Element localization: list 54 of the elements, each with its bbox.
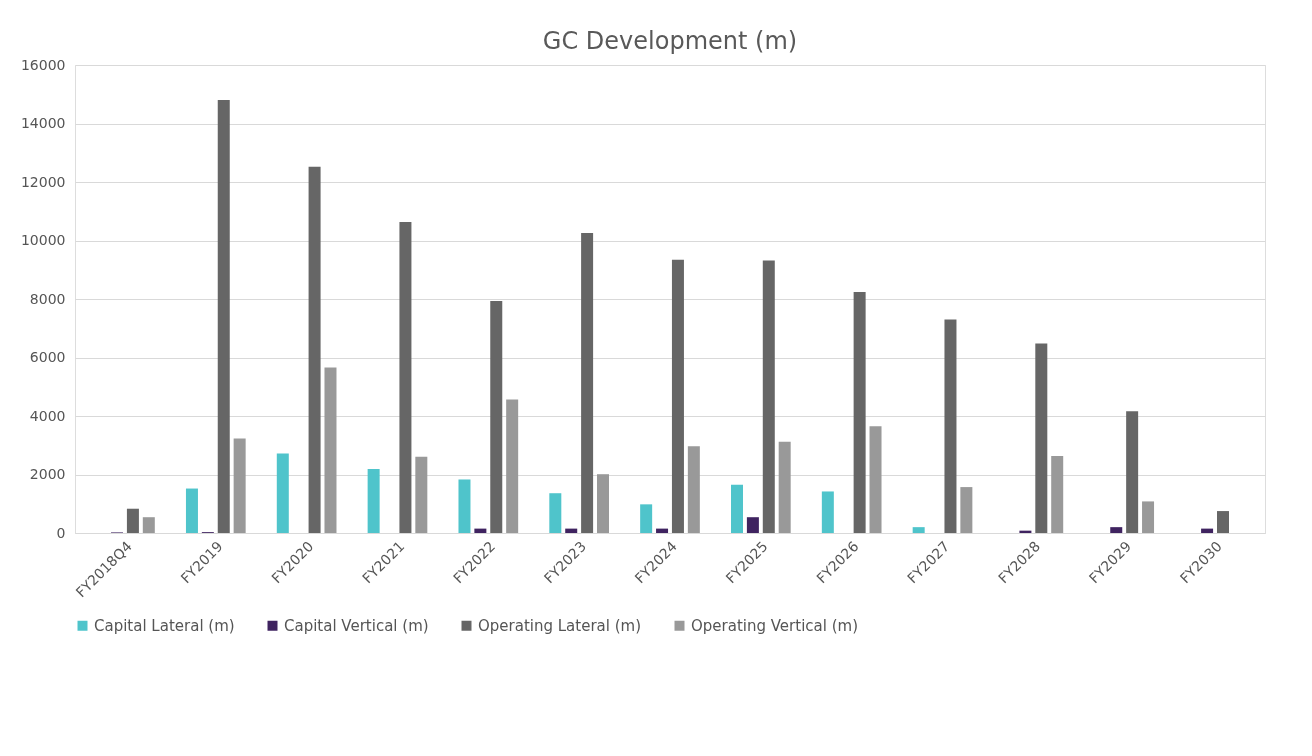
bar [458,479,471,533]
legend-label: Capital Lateral (m) [94,616,235,635]
bar [762,260,775,533]
bar [324,367,337,533]
bar [506,399,519,533]
bar [746,517,759,533]
bar [687,446,700,533]
bar [1201,528,1214,533]
bar [656,528,669,533]
bar [367,468,380,533]
bar [1051,456,1064,533]
bar [778,441,791,533]
bar [1216,511,1229,533]
bar [490,301,503,533]
bar [1142,501,1155,533]
bar [1035,343,1048,533]
bar [1110,527,1123,533]
bar [185,488,198,533]
bar [730,484,743,533]
bar [308,166,321,533]
legend-label: Capital Vertical (m) [284,616,429,635]
bar [142,517,155,533]
bar [126,508,139,533]
bar [640,504,653,533]
bar [415,456,428,533]
legend-label: Operating Vertical (m) [691,616,858,635]
bar [474,528,487,533]
y-tick-label: 4000 [29,407,66,424]
bar [912,527,925,533]
bar [671,259,684,533]
bar [821,491,834,533]
bar [869,426,882,533]
y-tick-label: 14000 [20,115,66,131]
y-tick-label: 6000 [29,349,66,365]
chart-title: GC Development (m) [542,27,798,55]
y-tick-label: 12000 [20,173,66,190]
bar [549,493,562,533]
bar [399,222,412,533]
bar [565,528,578,533]
y-tick-label: 8000 [29,290,66,307]
bar [233,438,246,533]
y-tick-label: 10000 [20,232,66,248]
bar [960,487,973,533]
bar [217,100,230,533]
y-tick-label: 0 [56,524,66,541]
bar [853,291,866,533]
bar [1126,411,1139,533]
bar [597,474,610,533]
y-tick-label: 16000 [20,56,66,73]
bar [276,453,289,533]
bar [581,232,594,533]
y-tick-label: 2000 [29,466,66,482]
bar [944,319,957,533]
legend-label: Operating Lateral (m) [478,616,642,635]
